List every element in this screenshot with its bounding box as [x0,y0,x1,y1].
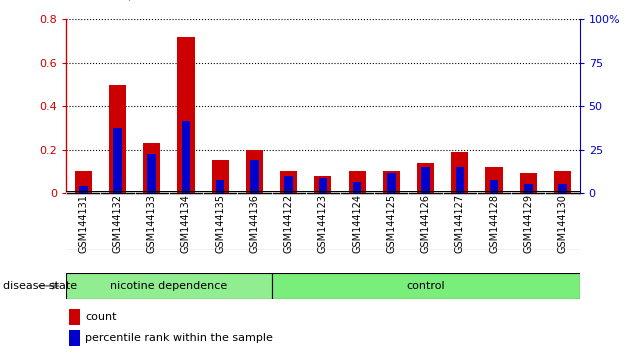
Bar [520,173,537,193]
Bar [421,167,430,193]
Bar [558,184,567,193]
Text: GSM144131: GSM144131 [78,194,88,253]
Text: control: control [406,281,445,291]
Bar [75,171,92,193]
Text: GSM144124: GSM144124 [352,194,362,253]
Bar [554,171,571,193]
Bar [178,37,195,193]
Bar [455,167,464,193]
Bar [143,143,160,193]
Text: GSM144122: GSM144122 [284,194,294,253]
Bar [417,162,434,193]
Text: count: count [86,312,117,322]
Bar [79,187,88,193]
Bar [212,160,229,193]
Bar [490,180,498,193]
Text: GSM144128: GSM144128 [489,194,499,253]
Bar [383,171,400,193]
Bar [69,309,80,325]
Text: GSM144129: GSM144129 [524,194,533,253]
Text: nicotine dependence: nicotine dependence [110,281,227,291]
Text: GSM144130: GSM144130 [558,194,568,253]
Bar [387,173,396,193]
Bar [272,273,580,299]
Bar [113,128,122,193]
Bar [348,171,365,193]
Bar [319,178,327,193]
Bar [250,160,259,193]
Bar [109,85,126,193]
Text: disease state: disease state [3,281,77,291]
Text: GSM144126: GSM144126 [421,194,430,253]
Bar [280,171,297,193]
Bar [246,149,263,193]
Bar [314,176,331,193]
Text: GSM144125: GSM144125 [386,194,396,253]
Bar [284,176,293,193]
Bar [451,152,468,193]
Bar [486,167,503,193]
Text: GSM144135: GSM144135 [215,194,225,253]
Text: percentile rank within the sample: percentile rank within the sample [86,333,273,343]
Text: GDS2447 / 237098: GDS2447 / 237098 [66,0,185,2]
Bar [181,121,190,193]
Text: GSM144123: GSM144123 [318,194,328,253]
Bar [353,182,362,193]
Bar [524,184,532,193]
Bar [69,330,80,346]
Bar [66,273,272,299]
Bar [216,180,224,193]
Text: GSM144132: GSM144132 [113,194,122,253]
Text: GSM144136: GSM144136 [249,194,260,253]
Text: GSM144133: GSM144133 [147,194,157,253]
Text: GSM144134: GSM144134 [181,194,191,253]
Text: GSM144127: GSM144127 [455,194,465,253]
Bar [147,154,156,193]
